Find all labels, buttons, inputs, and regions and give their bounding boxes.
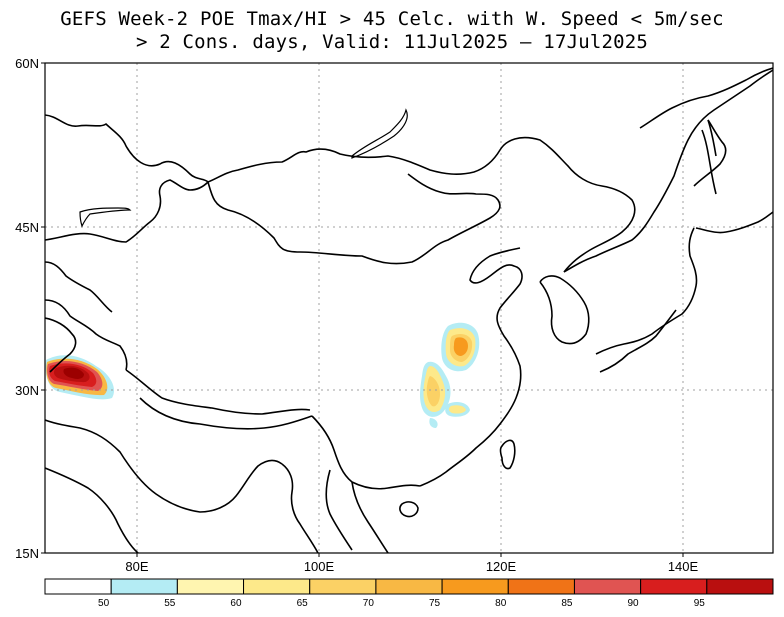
axis-ticks — [41, 62, 684, 557]
lat-label-30n: 30N — [15, 383, 39, 398]
hotspot-china-south — [420, 361, 470, 428]
colorbar-box — [375, 578, 443, 595]
colorbar-box — [706, 578, 774, 595]
colorbar-box — [441, 578, 509, 595]
hotspot-china-north — [441, 322, 480, 372]
colorbar-label: 75 — [429, 598, 441, 609]
lat-label-15n: 15N — [15, 546, 39, 561]
colorbar-box — [44, 578, 112, 595]
lat-label-45n: 45N — [15, 220, 39, 235]
map-title-line1: GEFS Week-2 POE Tmax/HI > 45 Celc. with … — [60, 8, 724, 30]
colorbar-label: 90 — [628, 598, 640, 609]
colorbar-label: 85 — [561, 598, 573, 609]
map-graticule — [45, 63, 773, 553]
colorbar-box — [573, 578, 642, 595]
lakes — [79, 108, 408, 228]
colorbar-box — [243, 578, 311, 595]
lon-label-80e: 80E — [125, 559, 148, 574]
map-frame — [44, 62, 774, 554]
colorbar-label: 50 — [98, 598, 110, 609]
colorbar-label: 80 — [495, 598, 507, 609]
lon-label-120e: 120E — [486, 559, 517, 574]
colorbar-label: 95 — [694, 598, 706, 609]
lon-label-100e: 100E — [304, 559, 335, 574]
hotspot-pakistan — [45, 355, 115, 400]
colorbar-box — [309, 578, 377, 595]
lon-label-140e: 140E — [668, 559, 699, 574]
colorbar-box — [640, 578, 708, 595]
colorbar-label: 65 — [297, 598, 309, 609]
colorbar-box — [507, 578, 575, 595]
colorbar-label: 55 — [164, 598, 176, 609]
colorbar-box — [176, 578, 245, 595]
country-borders — [45, 67, 773, 553]
colorbar-label: 70 — [363, 598, 375, 609]
colorbar-label: 60 — [230, 598, 242, 609]
map-area — [45, 63, 773, 553]
lat-label-60n: 60N — [15, 56, 39, 71]
colorbar: 50 55 60 65 70 75 80 85 90 95 — [44, 578, 774, 609]
map-title-line2: > 2 Cons. days, Valid: 11Jul2025 – 17Jul… — [135, 31, 649, 53]
colorbar-box — [110, 578, 178, 595]
